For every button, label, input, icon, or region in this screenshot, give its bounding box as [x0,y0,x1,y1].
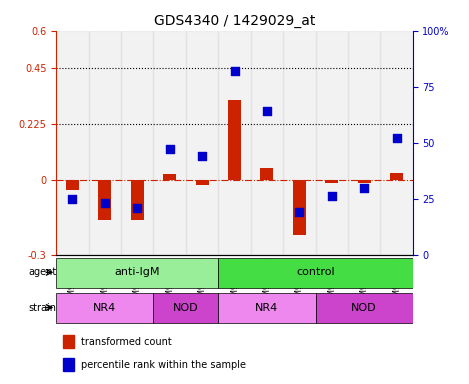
Text: strain: strain [28,303,56,313]
Text: NOD: NOD [173,303,199,313]
Text: percentile rank within the sample: percentile rank within the sample [81,360,246,370]
Bar [63,335,74,348]
Text: NR4: NR4 [93,303,116,313]
Bar [153,31,186,255]
Bar [196,180,209,185]
Text: anti-IgM: anti-IgM [114,267,160,277]
Bar [131,180,144,220]
Bar [228,100,241,180]
FancyBboxPatch shape [218,258,413,288]
Bar [316,31,348,255]
Point [328,194,335,200]
Bar [348,31,380,255]
Bar [380,31,413,255]
FancyBboxPatch shape [218,293,316,323]
Text: agent: agent [28,267,56,277]
Bar [358,180,371,182]
Text: transformed count: transformed count [81,337,172,347]
FancyBboxPatch shape [56,293,153,323]
Point [231,68,238,74]
Bar [390,172,403,180]
Point [295,209,303,215]
Point [360,184,368,190]
Point [166,146,174,152]
Bar [293,180,306,235]
Text: NOD: NOD [351,303,377,313]
Bar [63,358,74,371]
Bar [218,31,251,255]
Bar [89,31,121,255]
Bar [283,31,316,255]
FancyBboxPatch shape [316,293,413,323]
Point [134,205,141,211]
Bar [251,31,283,255]
Point [263,108,271,114]
Bar [163,174,176,180]
Bar [121,31,153,255]
Text: NR4: NR4 [255,303,279,313]
Bar [66,180,79,190]
Bar [186,31,218,255]
FancyBboxPatch shape [56,258,218,288]
FancyBboxPatch shape [153,293,218,323]
Point [393,135,400,141]
Bar [260,167,273,180]
Title: GDS4340 / 1429029_at: GDS4340 / 1429029_at [154,14,315,28]
Point [198,153,206,159]
Bar [325,180,338,182]
Text: control: control [296,267,335,277]
Point [69,195,76,202]
Bar [98,180,111,220]
Bar [56,31,89,255]
Point [101,200,109,206]
